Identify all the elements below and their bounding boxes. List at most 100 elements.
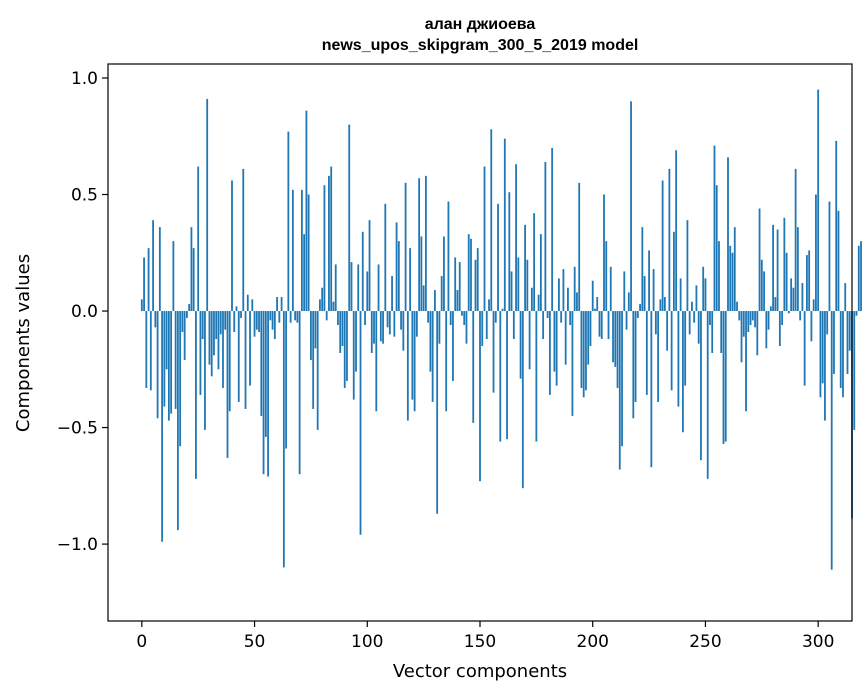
bar-5 bbox=[152, 220, 154, 312]
x-axis-label: Vector components bbox=[393, 661, 567, 682]
bar-159 bbox=[499, 311, 502, 442]
bar-157 bbox=[494, 311, 497, 323]
bar-9 bbox=[161, 311, 164, 542]
bar-256 bbox=[718, 241, 720, 312]
bar-61 bbox=[278, 311, 281, 323]
bar-119 bbox=[409, 248, 412, 312]
bar-274 bbox=[758, 208, 761, 312]
bar-141 bbox=[458, 262, 461, 312]
bar-221 bbox=[639, 304, 641, 312]
bar-188 bbox=[564, 311, 567, 365]
bar-165 bbox=[512, 311, 515, 340]
bar-301 bbox=[819, 311, 822, 398]
bar-282 bbox=[776, 229, 779, 312]
bar-162 bbox=[506, 311, 508, 440]
bar-45 bbox=[242, 168, 245, 312]
bar-170 bbox=[524, 224, 526, 312]
bar-265 bbox=[738, 311, 741, 321]
bar-174 bbox=[533, 213, 536, 312]
bar-310 bbox=[839, 311, 842, 388]
bar-111 bbox=[391, 276, 393, 312]
bar-149 bbox=[476, 248, 479, 312]
bar-298 bbox=[812, 299, 815, 312]
bar-51 bbox=[255, 311, 258, 330]
bar-237 bbox=[675, 150, 678, 312]
bar-299 bbox=[815, 194, 817, 312]
bar-106 bbox=[379, 311, 382, 342]
bar-172 bbox=[528, 311, 531, 370]
bar-207 bbox=[607, 311, 610, 340]
bar-21 bbox=[188, 304, 191, 312]
bar-70 bbox=[298, 311, 301, 475]
bar-67 bbox=[291, 189, 294, 312]
bar-150 bbox=[479, 311, 481, 482]
bar-166 bbox=[515, 164, 517, 312]
bar-31 bbox=[210, 311, 213, 377]
bar-228 bbox=[654, 311, 657, 335]
bar-25 bbox=[197, 166, 200, 312]
bar-50 bbox=[253, 311, 256, 337]
bar-307 bbox=[833, 311, 835, 374]
bar-222 bbox=[641, 227, 644, 312]
bar-243 bbox=[688, 311, 691, 335]
bar-253 bbox=[711, 311, 714, 353]
bar-216 bbox=[627, 292, 630, 312]
bar-147 bbox=[472, 311, 475, 423]
bar-317 bbox=[855, 311, 858, 316]
bar-248 bbox=[700, 311, 702, 461]
bar-1 bbox=[143, 257, 145, 312]
bar-112 bbox=[393, 311, 396, 337]
x-tick-label: 0 bbox=[136, 632, 147, 652]
bar-107 bbox=[382, 311, 384, 344]
bar-15 bbox=[174, 311, 177, 409]
bar-318 bbox=[857, 245, 860, 312]
bar-44 bbox=[240, 311, 242, 319]
chart-subtitle: news_upos_skipgram_300_5_2019 model bbox=[322, 37, 639, 54]
bar-189 bbox=[567, 287, 569, 312]
bar-128 bbox=[429, 311, 432, 372]
bar-140 bbox=[456, 290, 459, 312]
bar-195 bbox=[580, 311, 583, 388]
bar-275 bbox=[760, 259, 763, 312]
bar-3 bbox=[147, 248, 150, 312]
bar-110 bbox=[388, 311, 391, 335]
bar-75 bbox=[310, 311, 312, 360]
bar-121 bbox=[413, 311, 416, 412]
bar-52 bbox=[258, 311, 260, 333]
bar-184 bbox=[555, 311, 558, 386]
bar-99 bbox=[364, 311, 366, 326]
bar-196 bbox=[582, 311, 585, 398]
bar-206 bbox=[605, 241, 608, 312]
bar-279 bbox=[769, 306, 772, 312]
bar-236 bbox=[672, 231, 675, 312]
bar-202 bbox=[596, 297, 599, 312]
bar-23 bbox=[192, 248, 195, 312]
bar-181 bbox=[548, 311, 551, 395]
bar-96 bbox=[357, 264, 360, 312]
bar-300 bbox=[817, 89, 820, 312]
bar-214 bbox=[623, 271, 626, 312]
bar-33 bbox=[215, 311, 218, 340]
bar-179 bbox=[544, 161, 547, 312]
bar-302 bbox=[821, 311, 824, 384]
bar-81 bbox=[323, 185, 326, 312]
bar-35 bbox=[219, 311, 222, 335]
bar-242 bbox=[686, 220, 689, 312]
bar-269 bbox=[747, 311, 750, 333]
bar-178 bbox=[542, 311, 545, 340]
bar-76 bbox=[312, 311, 315, 409]
bar-277 bbox=[765, 311, 768, 349]
bar-43 bbox=[237, 311, 240, 402]
bar-261 bbox=[729, 245, 732, 312]
bar-46 bbox=[244, 311, 247, 409]
bar-297 bbox=[810, 311, 813, 342]
bar-77 bbox=[314, 311, 317, 349]
bar-143 bbox=[463, 311, 466, 326]
bar-108 bbox=[384, 203, 387, 312]
bar-167 bbox=[517, 257, 520, 312]
bar-90 bbox=[343, 311, 346, 388]
bar-158 bbox=[497, 203, 499, 312]
bar-41 bbox=[233, 311, 236, 333]
bar-289 bbox=[792, 287, 795, 312]
